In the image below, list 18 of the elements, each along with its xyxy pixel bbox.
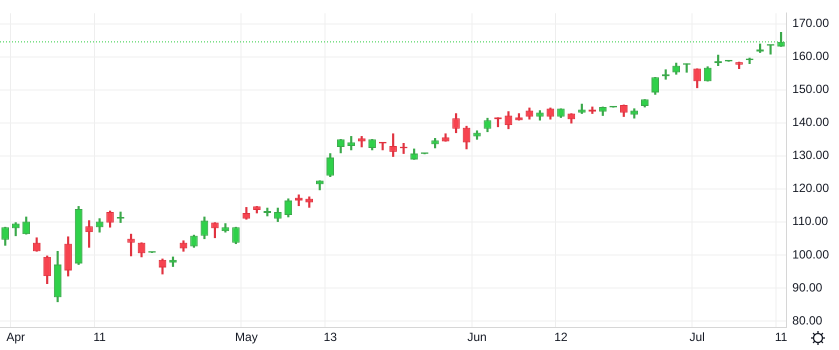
x-tick-label: May [235, 330, 258, 344]
y-tick-label: 160.00 [792, 49, 830, 64]
y-tick-label: 120.00 [792, 181, 830, 196]
y-tick-label: 80.00 [792, 313, 823, 328]
x-tick-label: 11 [93, 330, 106, 344]
x-tick-label: Jul [690, 330, 705, 344]
y-tick-label: 100.00 [792, 247, 830, 262]
x-tick-label: 12 [554, 330, 568, 344]
y-tick-label: 90.00 [792, 280, 823, 294]
x-tick-label: 11 [774, 330, 788, 344]
x-tick-label: Apr [6, 330, 26, 344]
y-tick-label: 150.00 [792, 82, 830, 96]
y-tick-label: 110.00 [792, 214, 828, 228]
y-tick-label: 170.00 [792, 16, 830, 30]
x-tick-label: 13 [324, 330, 338, 344]
y-tick-label: 140.00 [792, 115, 830, 130]
y-tick-label: 130.00 [792, 148, 830, 162]
x-tick-label: Jun [467, 330, 487, 344]
